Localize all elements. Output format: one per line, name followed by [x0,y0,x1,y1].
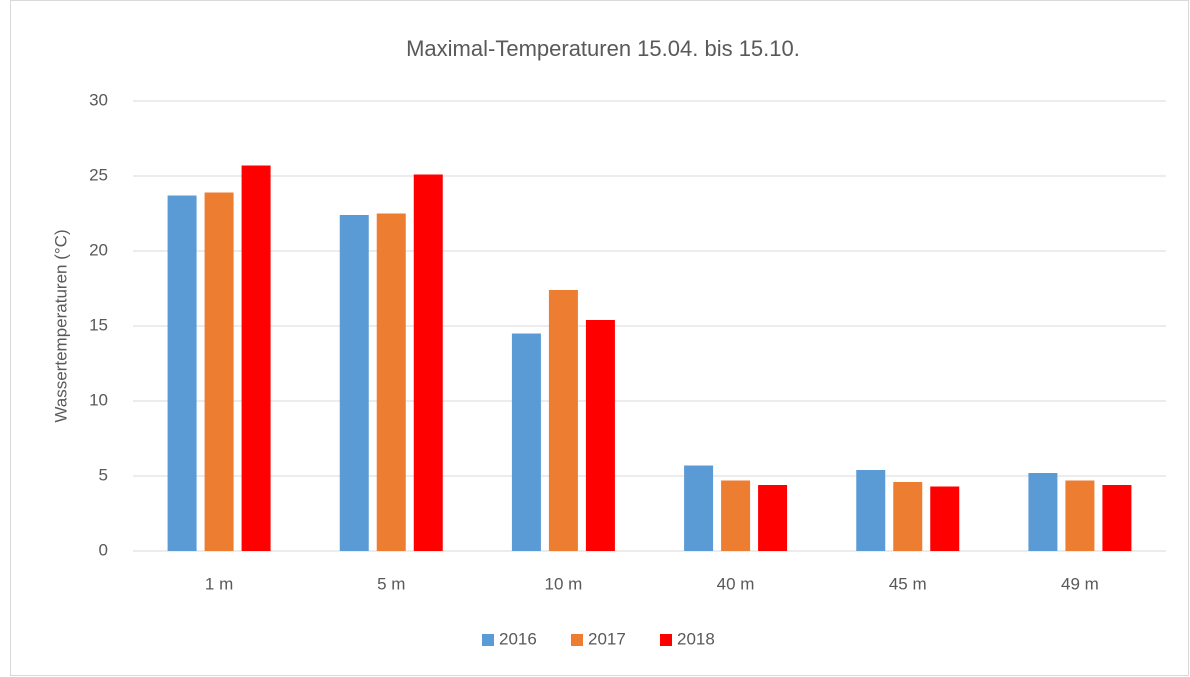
bar [413,174,443,551]
y-tick-label: 20 [89,240,108,259]
x-tick-label: 40 m [717,574,755,593]
bar [339,215,369,551]
legend-label: 2016 [499,629,537,648]
bar [1065,480,1095,551]
chart-title: Maximal-Temperaturen 15.04. bis 15.10. [406,36,800,61]
y-tick-label: 30 [89,90,108,109]
bar [893,482,923,551]
x-tick-label: 5 m [377,574,405,593]
x-tick-label: 49 m [1061,574,1099,593]
legend-label: 2017 [588,629,626,648]
bar [1102,485,1132,551]
bar [721,480,751,551]
bar [167,195,197,551]
y-tick-label: 10 [89,390,108,409]
x-tick-label: 10 m [545,574,583,593]
legend-swatch [482,634,494,646]
bar [758,485,788,551]
bar [856,470,886,551]
bar [376,213,406,551]
bar [204,192,234,551]
y-tick-label: 25 [89,165,108,184]
bar [684,465,714,551]
y-axis-label: Wassertemperaturen (°C) [51,229,70,422]
x-tick-label: 1 m [205,574,233,593]
legend-swatch [660,634,672,646]
y-tick-label: 15 [89,315,108,334]
bar [241,165,271,551]
bar [548,290,578,551]
bar [1028,473,1058,551]
bar [585,320,615,551]
legend-label: 2018 [677,629,715,648]
bar [511,333,541,551]
x-tick-label: 45 m [889,574,927,593]
y-tick-label: 0 [99,540,108,559]
y-tick-label: 5 [99,465,108,484]
legend-swatch [571,634,583,646]
bar [930,486,960,551]
